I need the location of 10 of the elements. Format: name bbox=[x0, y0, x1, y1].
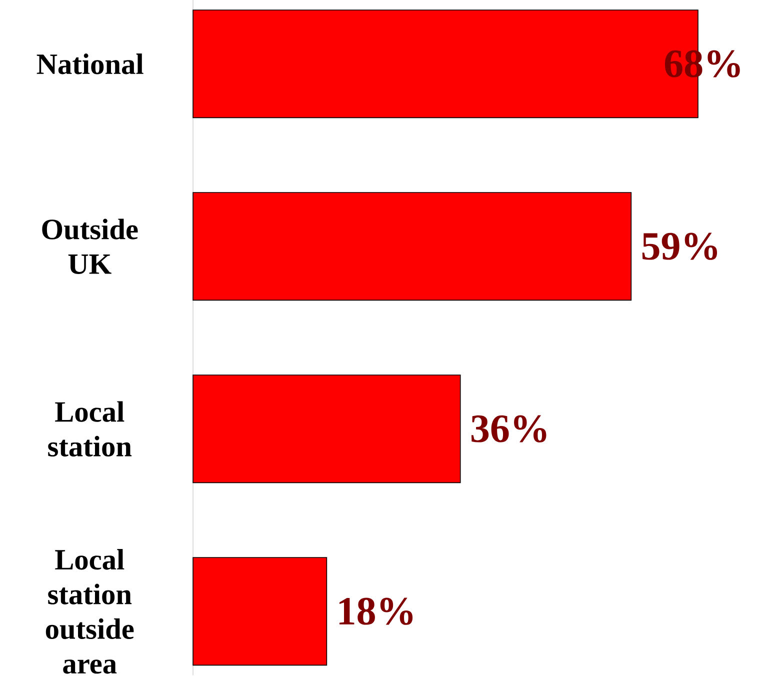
y-tick-label: Local station outside area bbox=[46, 549, 134, 674]
bar bbox=[192, 374, 461, 484]
y-tick-label: Local station bbox=[48, 401, 132, 457]
y-tick-label: National bbox=[36, 54, 144, 74]
y-tick-label: Outside UK bbox=[42, 218, 138, 274]
bar bbox=[192, 557, 328, 666]
data-label: 36% bbox=[471, 415, 546, 442]
data-label: 18% bbox=[339, 598, 413, 625]
bar bbox=[192, 192, 632, 301]
data-label: 59% bbox=[642, 232, 718, 260]
